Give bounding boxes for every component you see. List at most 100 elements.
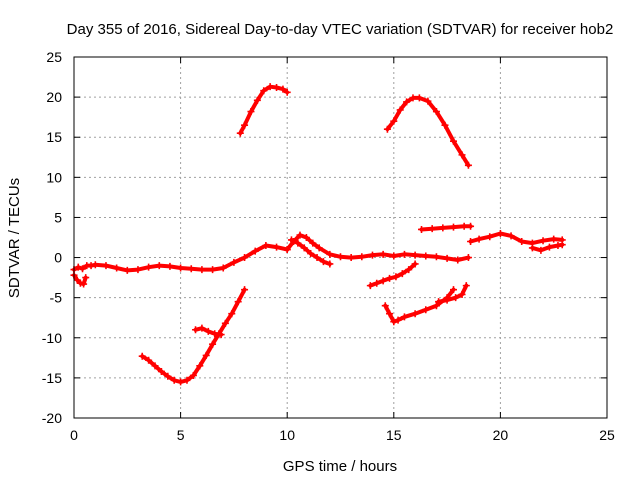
data-point	[251, 247, 259, 255]
data-point	[475, 235, 483, 243]
data-point	[219, 264, 227, 272]
data-point	[428, 225, 436, 233]
data-point	[183, 376, 191, 384]
data-point	[73, 276, 81, 284]
data-point	[441, 121, 449, 129]
data-point	[396, 106, 404, 114]
series-track-right	[467, 229, 566, 247]
data-point	[462, 282, 470, 290]
x-tick-label: 10	[279, 427, 295, 443]
data-point	[400, 313, 408, 321]
data-point	[82, 274, 90, 282]
data-point	[368, 251, 376, 259]
data-point	[102, 262, 110, 270]
data-point	[294, 239, 302, 247]
data-point	[302, 234, 310, 241]
data-point	[221, 319, 229, 327]
data-point	[458, 151, 466, 159]
data-point	[236, 129, 244, 137]
data-point	[241, 121, 249, 129]
data-point	[449, 137, 457, 145]
data-point	[411, 251, 419, 259]
data-point	[390, 117, 398, 125]
series-track-mid-short	[366, 260, 419, 290]
data-point	[443, 296, 451, 304]
data-point	[432, 108, 440, 116]
axis-ticks: 0 5 10 15 20 25 -20 -15 -10 -5 0 5 10 15 20 25	[42, 49, 615, 443]
data-point	[91, 261, 99, 269]
data-point	[209, 266, 217, 274]
data-point	[260, 87, 268, 95]
data-point	[545, 243, 553, 251]
data-point	[209, 340, 217, 348]
data-point	[379, 277, 387, 285]
x-tick-label: 5	[177, 427, 185, 443]
data-point	[528, 244, 536, 252]
data-point	[262, 242, 270, 250]
data-point	[230, 258, 238, 266]
data-point	[309, 239, 317, 247]
series-track-baseline-b	[283, 231, 472, 264]
data-point	[432, 253, 440, 261]
data-point	[424, 97, 432, 105]
data-point	[539, 237, 547, 245]
data-point	[177, 264, 185, 272]
y-tick-label: 0	[54, 250, 62, 266]
data-point	[247, 108, 255, 116]
data-point	[518, 238, 526, 246]
data-point	[386, 274, 394, 282]
x-tick-label: 25	[599, 427, 615, 443]
data-point	[496, 229, 504, 237]
x-axis-title: GPS time / hours	[283, 458, 397, 475]
data-point	[435, 298, 443, 306]
y-tick-label: -15	[42, 370, 62, 386]
data-point	[123, 266, 131, 274]
y-tick-label: 25	[46, 49, 62, 65]
data-point	[202, 351, 210, 359]
data-point	[241, 286, 249, 294]
data-point	[76, 279, 84, 287]
data-point	[418, 225, 426, 233]
data-point	[241, 254, 249, 262]
y-axis-title: SDTVAR / TECUs	[6, 178, 23, 298]
data-point	[155, 262, 163, 270]
data-point	[379, 250, 387, 258]
data-point	[192, 326, 200, 334]
y-tick-label: -10	[42, 330, 62, 346]
data-point	[151, 362, 159, 370]
data-point	[383, 125, 391, 133]
data-point	[319, 258, 327, 266]
data-point	[87, 262, 95, 270]
data-point	[398, 270, 406, 278]
data-point	[273, 83, 281, 91]
data-point	[198, 266, 206, 274]
data-points	[70, 83, 566, 386]
data-point	[80, 280, 88, 288]
data-point	[145, 356, 153, 364]
y-tick-label: -5	[50, 290, 63, 306]
data-point	[403, 98, 411, 106]
data-point	[234, 298, 242, 306]
data-point	[415, 94, 423, 102]
data-point	[449, 223, 457, 231]
data-point	[458, 290, 466, 298]
data-point	[537, 246, 545, 254]
data-point	[315, 244, 323, 252]
data-point	[439, 224, 447, 232]
data-point	[177, 378, 185, 386]
data-point	[266, 83, 274, 91]
data-point	[74, 263, 82, 271]
data-point	[113, 264, 121, 272]
data-point	[464, 161, 472, 169]
data-point	[373, 279, 381, 287]
data-point	[79, 265, 87, 273]
data-point	[170, 376, 178, 384]
data-point	[449, 286, 457, 294]
data-point	[443, 254, 451, 262]
data-point	[432, 302, 440, 310]
data-point	[394, 316, 402, 324]
data-point	[366, 282, 374, 290]
data-point	[392, 273, 400, 281]
